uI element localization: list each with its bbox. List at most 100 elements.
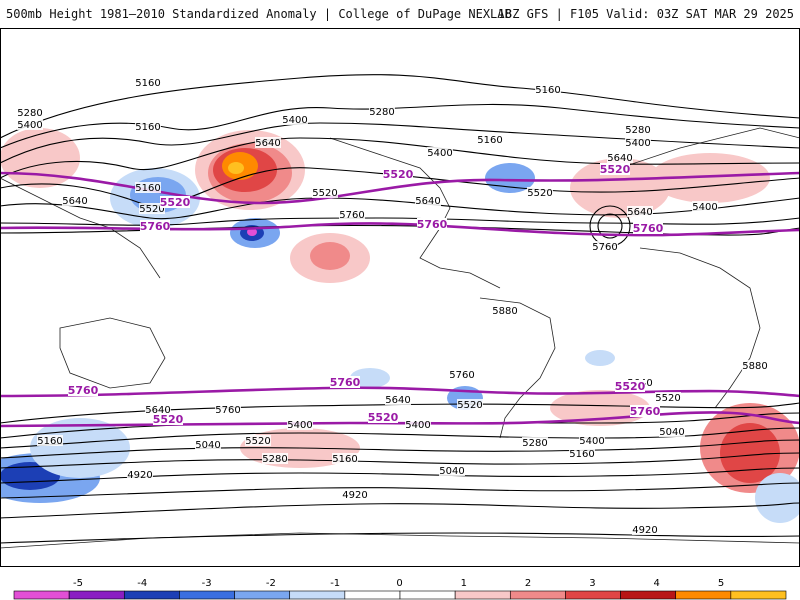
colorbar-segment <box>620 590 677 600</box>
contour-label-bg <box>607 152 633 163</box>
coastlines <box>0 127 800 549</box>
colorbar-segment <box>344 590 401 600</box>
contour-label-bg <box>139 203 165 214</box>
contour-label: 5040 <box>195 440 220 451</box>
contour-label: 5640 <box>385 395 410 406</box>
coastline-australia <box>59 317 166 389</box>
colorbar: -5 -4 -3 -2 -1 0 1 2 3 4 5 <box>0 567 800 600</box>
contour-label: 5760 <box>449 370 474 381</box>
colorbar-segment <box>179 590 235 600</box>
contour-closed-low <box>597 213 623 239</box>
colorbar-segment <box>675 590 732 600</box>
contour-label: 5640 <box>62 196 87 207</box>
contour-label-bg <box>417 218 447 230</box>
contour-label: 5040 <box>439 466 464 477</box>
contour-label: 5520 <box>245 436 270 447</box>
contour-label-bg <box>37 435 63 446</box>
contour-label: 5160 <box>135 78 160 89</box>
colorbar-tick-label: 5 <box>718 578 724 589</box>
contour-label-bg <box>368 411 398 423</box>
contour-label: 5880 <box>742 361 767 372</box>
contour-line <box>0 74 800 139</box>
purple-contour-label: 5760 <box>630 405 661 418</box>
contour-label-bg <box>135 77 161 88</box>
title-bar: 500mb Height 1981–2010 Standardized Anom… <box>0 0 800 28</box>
coastline-antarctica <box>0 532 800 549</box>
contour-line <box>0 439 800 459</box>
contour-label-bg <box>627 206 653 217</box>
anomaly-negative-blob <box>30 418 130 478</box>
contour-line <box>0 427 800 449</box>
colorbar-segment <box>565 590 621 600</box>
contour-label-bg <box>330 376 360 388</box>
contour-label-bg <box>339 209 365 220</box>
anomaly-positive-blob <box>228 162 244 174</box>
contour-label: 5160 <box>332 454 357 465</box>
coastline-south-america <box>479 297 556 439</box>
colorbar-tick-labels: -5 -4 -3 -2 -1 0 1 2 3 4 5 <box>73 578 724 589</box>
contour-label: 5280 <box>369 107 394 118</box>
contour-label: 5160 <box>477 135 502 146</box>
contour-line <box>0 482 800 499</box>
contour-label: 5160 <box>135 183 160 194</box>
contour-label-bg <box>625 124 651 135</box>
contour-label-bg <box>742 360 768 371</box>
anomaly-negative-blob <box>585 350 615 366</box>
contour-label-bg <box>140 220 170 232</box>
contour-label: 5280 <box>625 125 650 136</box>
contour-label-bg <box>569 448 595 459</box>
map-title: 500mb Height 1981–2010 Standardized Anom… <box>6 7 512 21</box>
contour-label-bg <box>312 187 338 198</box>
contour-label-bg <box>615 380 645 392</box>
contour-label-bg <box>592 241 618 252</box>
contour-label: 5880 <box>492 306 517 317</box>
contour-label: 5400 <box>692 202 717 213</box>
contour-5520-south <box>0 411 800 428</box>
contour-label-bg <box>153 413 183 425</box>
contour-label-bg <box>415 195 441 206</box>
anomaly-positive-blob <box>720 423 780 483</box>
contour-label: 5160 <box>569 449 594 460</box>
contour-label: 5520 <box>312 188 337 199</box>
model-run-info: 18Z GFS | F105 Valid: 03Z SAT MAR 29 202… <box>497 7 794 21</box>
anomaly-positive-blob <box>650 153 770 203</box>
contour-label: 5400 <box>579 436 604 447</box>
contour-label-bg <box>449 369 475 380</box>
contour-label: 5400 <box>625 138 650 149</box>
contour-label: 5520 <box>527 188 552 199</box>
contour-label-bg <box>135 121 161 132</box>
contour-line <box>0 103 800 149</box>
colorbar-tick-label: -3 <box>202 578 212 589</box>
contour-label: 5400 <box>427 148 452 159</box>
contour-label-bg <box>535 84 561 95</box>
contour-label-bg <box>477 134 503 145</box>
colorbar-tick-label: 1 <box>461 578 467 589</box>
contour-label-bg <box>17 107 43 118</box>
contour-label: 4920 <box>342 490 367 501</box>
contour-label-bg <box>195 439 221 450</box>
colorbar-tick-label: -2 <box>266 578 276 589</box>
purple-contour-label: 5520 <box>368 411 399 424</box>
contour-label-bg <box>215 404 241 415</box>
contour-label-bg <box>527 187 553 198</box>
purple-contour-label: 5520 <box>160 196 191 209</box>
contour-label-bg <box>522 437 548 448</box>
purple-contour-label: 5760 <box>417 218 448 231</box>
coastline-europe-asia <box>619 127 800 169</box>
contour-label: 5400 <box>282 115 307 126</box>
contour-label-bg <box>383 168 413 180</box>
coastline-east-asia <box>0 177 161 279</box>
contour-label: 5640 <box>415 196 440 207</box>
contour-label: 5760 <box>215 405 240 416</box>
anomaly-negative-blob <box>755 473 800 523</box>
contour-label: 5520 <box>457 400 482 411</box>
contour-label-bg <box>17 119 43 130</box>
purple-contour-label: 5760 <box>633 222 664 235</box>
purple-contour-label: 5520 <box>153 413 184 426</box>
purple-contour-label: 5520 <box>383 168 414 181</box>
contour-label-bg <box>427 147 453 158</box>
purple-contour-label: 5760 <box>140 220 171 233</box>
colorbar-tick-label: 2 <box>525 578 531 589</box>
anomaly-positive-blob <box>570 158 670 218</box>
contour-label-bg <box>342 489 368 500</box>
